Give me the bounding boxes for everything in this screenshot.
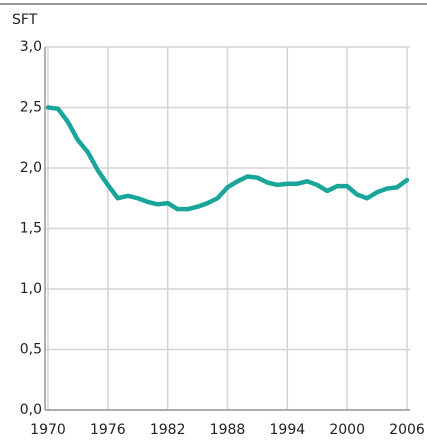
x-tick-label: 1976 — [90, 422, 126, 438]
x-tick-label: 1982 — [150, 422, 186, 438]
x-tick-label: 1994 — [270, 422, 306, 438]
y-tick-label: 1,5 — [20, 221, 42, 237]
y-tick-label: 1,0 — [20, 281, 42, 297]
x-tick-label: 2000 — [329, 422, 365, 438]
y-tick-label: 0,0 — [20, 402, 42, 418]
y-tick-label: 0,5 — [20, 342, 42, 358]
x-tick-label: 1970 — [30, 422, 66, 438]
y-tick-label: 2,5 — [20, 100, 42, 116]
x-tick-label: 2006 — [389, 422, 425, 438]
y-tick-label: 2,0 — [20, 160, 42, 176]
data-line — [45, 105, 410, 212]
y-axis-label: SFT — [12, 12, 38, 28]
y-tick-label: 3,0 — [20, 39, 42, 55]
x-tick-label: 1988 — [210, 422, 246, 438]
